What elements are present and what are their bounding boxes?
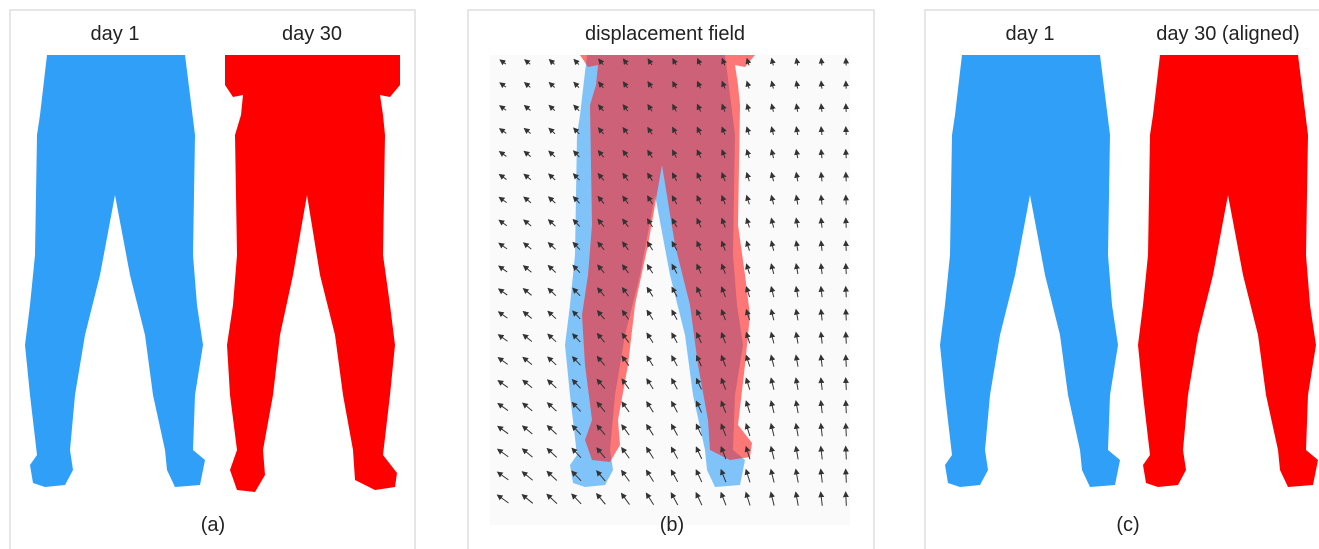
panel-title: day 1: [1006, 23, 1055, 45]
arrow: [846, 401, 847, 413]
arrow: [846, 492, 847, 506]
arrow: [846, 447, 847, 460]
arrow: [846, 264, 847, 274]
panel-title: displacement field: [585, 23, 745, 45]
panel-caption: (b): [660, 514, 684, 536]
panel-caption: (a): [201, 514, 225, 536]
panel-title: day 30: [282, 23, 342, 45]
arrow: [846, 310, 847, 321]
arrow: [846, 424, 847, 437]
figure: day 1 day 30 (a) displacement field (b) …: [0, 0, 1319, 549]
panel-title: day 30 (aligned): [1156, 23, 1299, 45]
arrow: [846, 355, 847, 367]
panel-title: day 1: [91, 23, 140, 45]
page: {"panels": [ {"titles": ["day 1", "day 3…: [0, 0, 1319, 549]
arrow: [846, 287, 847, 297]
arrow: [846, 332, 847, 343]
arrow: [846, 469, 847, 482]
arrow: [846, 378, 847, 390]
panel-caption: (c): [1116, 514, 1139, 536]
